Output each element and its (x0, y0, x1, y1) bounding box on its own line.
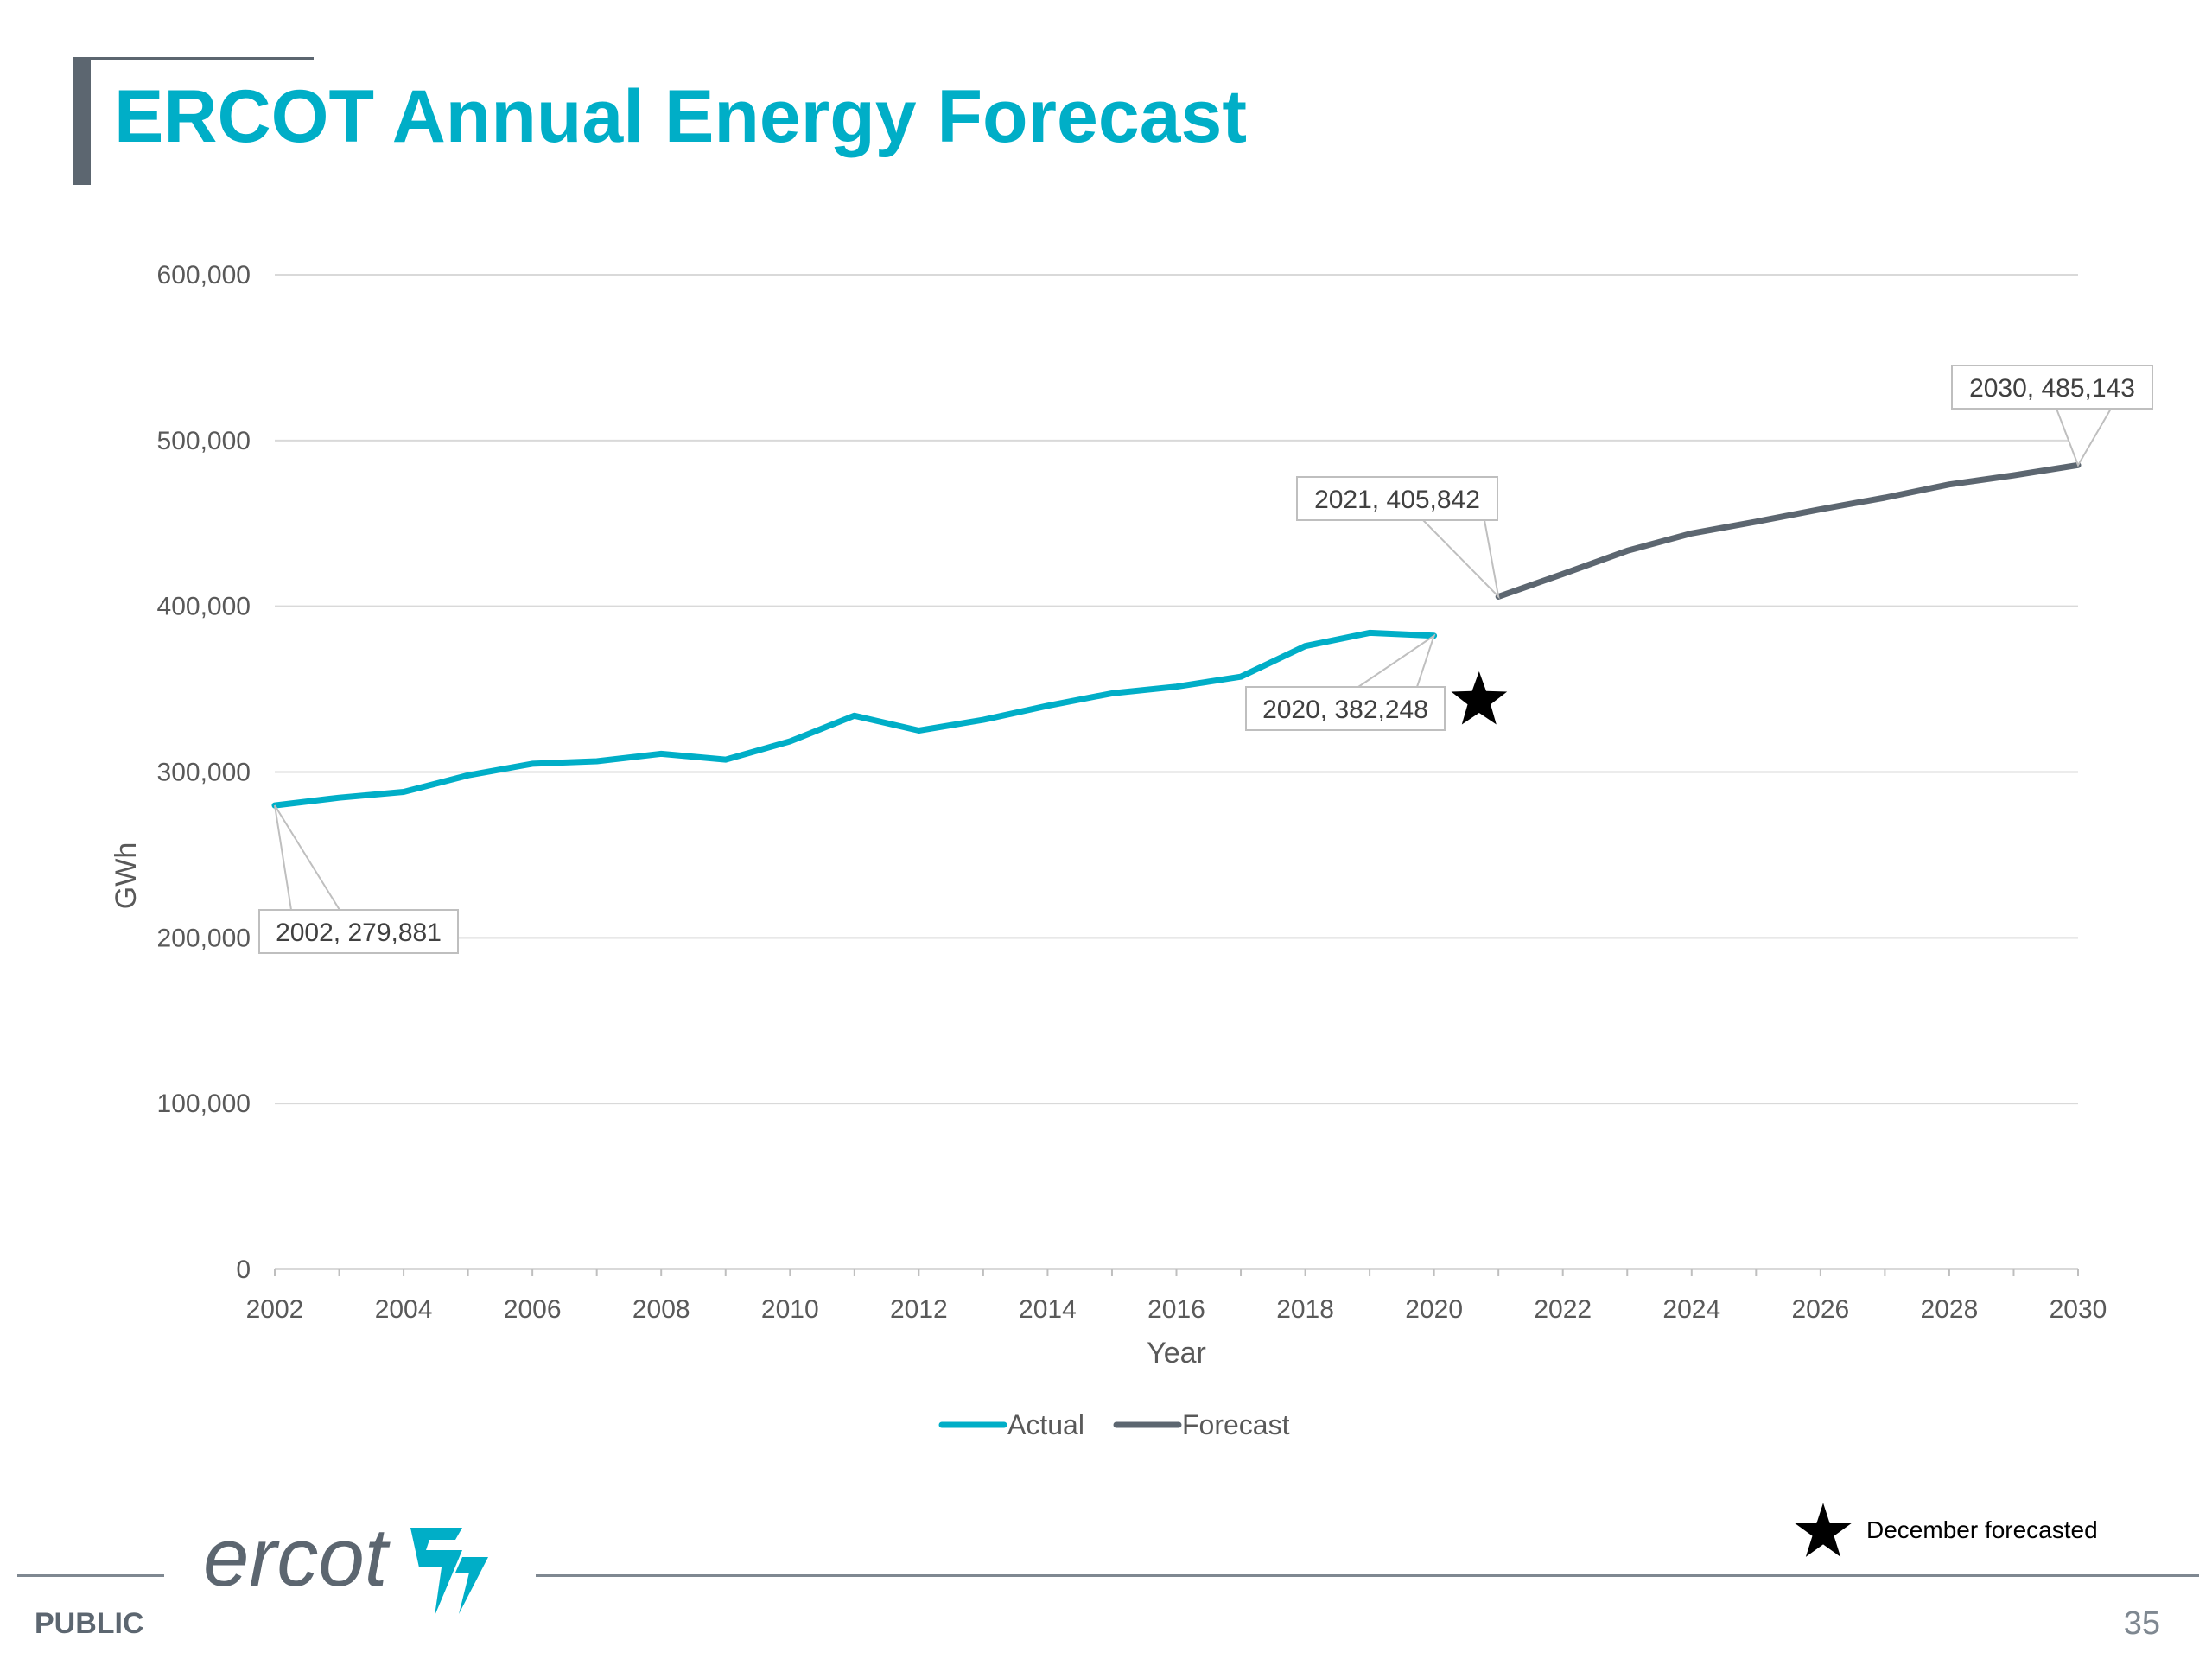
footer-rule-right (536, 1574, 2199, 1577)
chart-series (271, 461, 2082, 809)
data-point-forecast (1626, 550, 1629, 552)
callout-pointer (1355, 633, 1436, 688)
data-point-forecast (1819, 508, 1821, 511)
data-point-forecast (2012, 474, 2015, 477)
classification-label: PUBLIC (35, 1607, 144, 1640)
data-point-forecast (1690, 532, 1693, 535)
x-tick-label: 2018 (1276, 1295, 1334, 1324)
callout-pointer (2055, 408, 2113, 467)
y-tick-label: 600,000 (157, 261, 251, 289)
data-callout: 2020, 382,248 (1245, 633, 1446, 731)
ercot-logo: ercot (203, 1512, 488, 1616)
x-tick-label: 2030 (2050, 1295, 2107, 1324)
x-tick-label: 2010 (761, 1295, 819, 1324)
data-callout: 2030, 485,143 (1951, 365, 2153, 467)
data-point-actual (531, 762, 534, 765)
data-point-actual (1110, 692, 1113, 695)
callout-label: 2020, 382,248 (1262, 696, 1428, 724)
footer-rule-left (17, 1574, 164, 1577)
callout-box (258, 909, 459, 954)
legend-label-actual: Actual (1007, 1409, 1084, 1440)
data-point-actual (403, 791, 405, 793)
chart-gridlines (275, 274, 2078, 1105)
data-point-actual (1240, 676, 1243, 678)
x-tick-label: 2006 (504, 1295, 562, 1324)
data-point-actual (853, 715, 855, 717)
callout-box (1951, 365, 2153, 410)
y-tick-label: 400,000 (157, 593, 251, 621)
data-callout: 2021, 405,842 (1296, 476, 1500, 600)
data-point-forecast (1755, 520, 1758, 523)
y-tick-label: 100,000 (157, 1090, 251, 1118)
star-icon (1795, 1503, 1852, 1557)
y-tick-label: 300,000 (157, 759, 251, 787)
chart-markers (1451, 671, 1508, 725)
data-point-actual (918, 729, 920, 732)
page-number: 35 (2123, 1605, 2160, 1642)
data-point-forecast (1884, 497, 1886, 499)
x-tick-label: 2008 (632, 1295, 690, 1324)
callout-box (1245, 686, 1446, 731)
data-point-actual (1304, 645, 1306, 647)
x-tick-label: 2002 (246, 1295, 304, 1324)
data-point-forecast (1948, 483, 1950, 486)
logo-wordmark: ercot (203, 1512, 391, 1604)
data-point-actual (1175, 685, 1178, 688)
callout-pointer (274, 804, 341, 911)
callout-box (1296, 476, 1498, 521)
y-axis-title: GWh (110, 842, 143, 909)
chart-legend: Actual Forecast (938, 1409, 1290, 1440)
data-point-actual (724, 759, 727, 761)
y-tick-label: 0 (236, 1255, 251, 1284)
x-tick-label: 2014 (1019, 1295, 1077, 1324)
callout-label: 2021, 405,842 (1314, 486, 1480, 514)
x-tick-label: 2004 (375, 1295, 433, 1324)
title-accent-bar (73, 57, 91, 185)
x-tick-label: 2012 (890, 1295, 948, 1324)
x-tick-label: 2026 (1791, 1295, 1849, 1324)
y-tick-label: 200,000 (157, 924, 251, 952)
chart-callouts: 2002, 279,881 2020, 382,248 2021, 405,842 2… (258, 365, 2153, 954)
ercot-lightning-logo-icon (410, 1528, 488, 1616)
slide-title: ERCOT Annual Energy Forecast (114, 75, 1247, 158)
data-point-forecast (1561, 573, 1564, 575)
callout-label: 2030, 485,143 (1969, 374, 2135, 403)
callout-pointer (1421, 519, 1500, 600)
x-axis-title: Year (1147, 1337, 1206, 1370)
data-point-actual (595, 760, 598, 763)
data-point-actual (338, 797, 340, 799)
data-point-actual (982, 719, 984, 721)
y-tick-label: 500,000 (157, 427, 251, 455)
x-tick-label: 2024 (1662, 1295, 1720, 1324)
legend-label-forecast: Forecast (1182, 1409, 1290, 1440)
data-point-actual (467, 774, 469, 777)
footnote-december-forecasted: December forecasted (1866, 1516, 2098, 1543)
december-forecast-star-marker (1451, 671, 1508, 725)
data-callout: 2002, 279,881 (258, 804, 459, 954)
title-accent-rule (91, 57, 314, 60)
x-tick-label: 2020 (1405, 1295, 1463, 1324)
data-point-actual (789, 741, 791, 743)
callout-label: 2002, 279,881 (276, 918, 442, 947)
data-point-actual (1369, 632, 1371, 634)
x-tick-label: 2022 (1534, 1295, 1592, 1324)
chart-axes: 0 100,000 200,000 300,000 400,000 500,000 600,… (110, 261, 2107, 1370)
x-tick-label: 2016 (1147, 1295, 1205, 1324)
series-line-forecast (1495, 461, 2082, 600)
x-tick-label: 2028 (1921, 1295, 1979, 1324)
data-point-actual (1046, 704, 1049, 707)
data-point-actual (660, 753, 663, 755)
